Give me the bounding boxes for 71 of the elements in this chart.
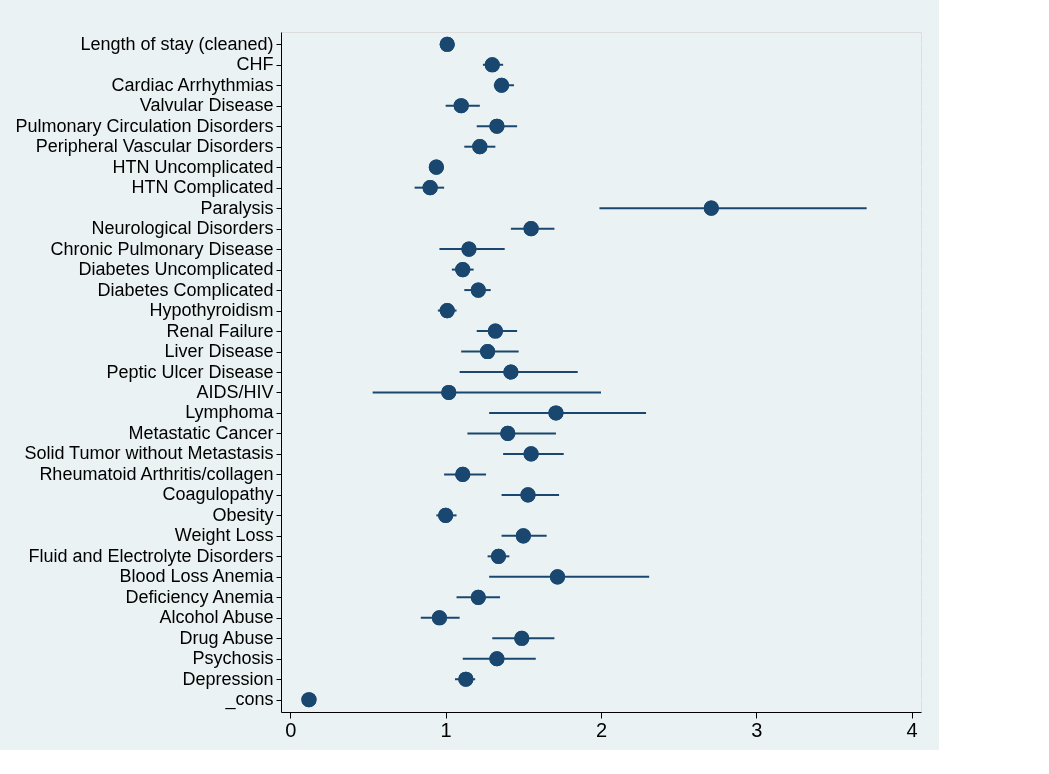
y-tick-label: AIDS/HIV <box>196 381 274 402</box>
y-tick-label: Lymphoma <box>185 402 275 423</box>
y-tick-label: HTN Complicated <box>131 177 274 198</box>
point <box>428 159 444 175</box>
point <box>470 589 486 605</box>
x-tick-label: 0 <box>285 718 297 741</box>
y-tick-label: Deficiency Anemia <box>125 586 275 607</box>
point <box>453 98 469 114</box>
point <box>301 692 317 708</box>
point <box>458 671 474 687</box>
x-tick-label: 3 <box>751 718 763 741</box>
y-tick-label: Diabetes Uncomplicated <box>78 259 274 280</box>
point <box>431 610 448 626</box>
y-tick-label: Metastatic Cancer <box>128 422 274 443</box>
y-tick-label: Peripheral Vascular Disorders <box>35 136 274 157</box>
point <box>494 77 510 93</box>
point <box>490 548 507 564</box>
point <box>455 262 471 278</box>
x-tick-label: 2 <box>595 718 608 741</box>
y-tick-label: CHF <box>236 54 274 75</box>
y-tick-label: Peptic Ulcer Disease <box>106 361 274 382</box>
y-tick-label: Neurological Disorders <box>91 218 274 239</box>
point <box>548 405 564 421</box>
x-tick-label: 1 <box>440 718 452 741</box>
y-tick-label: Chronic Pulmonary Disease <box>50 238 274 259</box>
point <box>470 282 486 298</box>
y-tick-label: Diabetes Complicated <box>97 279 274 300</box>
y-tick-label: Renal Failure <box>166 320 274 341</box>
point <box>487 323 503 339</box>
y-tick-label: Psychosis <box>192 648 274 669</box>
point <box>523 446 539 462</box>
y-tick-label: Liver Disease <box>164 341 274 362</box>
y-tick-label: HTN Uncomplicated <box>112 156 274 177</box>
point <box>703 200 719 216</box>
y-tick-label: Weight Loss <box>174 525 274 546</box>
point <box>520 487 536 503</box>
y-tick-label: _cons <box>224 689 274 711</box>
y-tick-label: Valvular Disease <box>139 95 274 116</box>
y-tick-label: Hypothyroidism <box>149 300 274 321</box>
y-tick-label: Coagulopathy <box>162 484 274 505</box>
y-tick-label: Blood Loss Anemia <box>119 566 275 587</box>
point <box>523 221 539 237</box>
point <box>461 241 477 257</box>
y-tick-label: Fluid and Electrolyte Disorders <box>28 545 274 566</box>
y-tick-label: Obesity <box>212 504 274 525</box>
point <box>480 343 496 360</box>
y-tick-label: Length of stay (cleaned) <box>80 33 274 54</box>
y-tick-label: Drug Abuse <box>179 627 274 648</box>
y-tick-label: Cardiac Arrhythmias <box>111 74 274 95</box>
x-tick-label: 4 <box>906 718 918 741</box>
point <box>515 528 531 544</box>
point <box>503 364 519 380</box>
point <box>455 466 471 482</box>
point <box>549 569 566 585</box>
y-tick-label: Alcohol Abuse <box>159 607 274 628</box>
point <box>439 302 455 319</box>
y-tick-label: Solid Tumor without Metastasis <box>24 443 274 464</box>
y-tick-label: Paralysis <box>200 197 274 218</box>
point <box>441 384 457 401</box>
point <box>472 139 488 155</box>
y-tick-label: Rheumatoid Arthritis/collagen <box>39 463 274 484</box>
y-tick-label: Pulmonary Circulation Disorders <box>15 115 274 136</box>
point <box>438 507 454 523</box>
point <box>489 651 505 667</box>
point <box>484 57 500 73</box>
point <box>489 118 505 134</box>
point <box>439 36 455 52</box>
point <box>500 425 516 442</box>
point <box>422 180 438 196</box>
y-tick-label: Depression <box>182 668 274 689</box>
point <box>514 630 530 646</box>
